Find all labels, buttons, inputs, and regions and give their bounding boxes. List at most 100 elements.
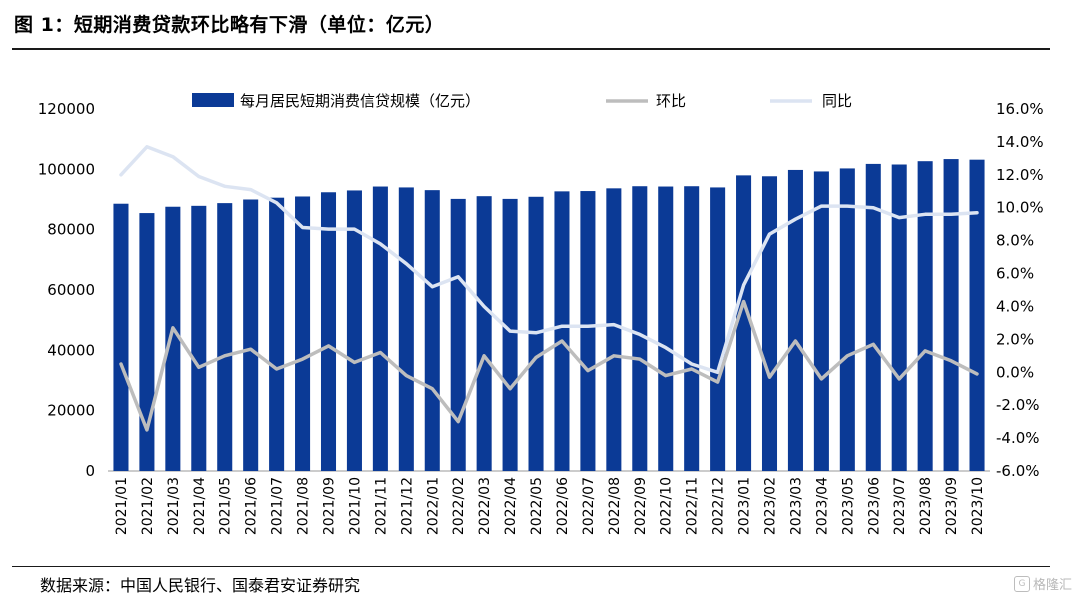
line-yoy: [119, 145, 979, 375]
bar: [269, 197, 285, 471]
y-right-tick-label: 14.0%: [996, 133, 1044, 151]
bar: [787, 169, 803, 472]
bar: [243, 199, 259, 471]
x-tick-label: 2022/07: [581, 477, 597, 535]
x-tick-label: 2022/04: [503, 477, 519, 535]
watermark: G 格隆汇: [1013, 574, 1072, 593]
x-tick-label: 2022/03: [477, 477, 493, 535]
legend: 每月居民短期消费信贷规模（亿元） 环比 同比: [192, 92, 852, 110]
bar: [476, 196, 492, 471]
x-tick-label: 2021/04: [192, 477, 208, 535]
x-tick-label: 2023/05: [840, 477, 856, 535]
chart-canvas: 0 20000 40000 60000 80000 100000 120000 -6.0% -4…: [38, 92, 1044, 535]
bar: [398, 187, 414, 471]
y-right-tick-label: 4.0%: [996, 297, 1034, 315]
chart-title: 图 1：短期消费贷款环比略有下滑（单位：亿元）: [14, 14, 445, 36]
x-tick-label: 2022/02: [451, 477, 467, 535]
bar: [502, 198, 518, 471]
x-tick-label: 2023/06: [866, 477, 882, 535]
y-left-tick-label: 0: [85, 462, 95, 480]
bar: [839, 168, 855, 471]
bar: [917, 161, 933, 471]
bar: [813, 171, 829, 471]
y-right-tick-label: 16.0%: [996, 100, 1044, 118]
x-tick-label: 2023/01: [737, 477, 753, 535]
bar: [865, 163, 881, 472]
x-tick-label: 2021/02: [140, 477, 156, 535]
x-tick-label: 2021/11: [373, 477, 389, 535]
lines-group: [119, 145, 979, 432]
x-tick-label: 2021/01: [114, 477, 130, 535]
bar: [943, 159, 959, 471]
x-tick-label: 2023/07: [892, 477, 908, 535]
bar: [295, 196, 311, 471]
y-left-tick-label: 100000: [38, 160, 95, 178]
x-tick-label: 2023/09: [944, 477, 960, 535]
bar: [632, 186, 648, 471]
bar: [424, 190, 440, 472]
x-tick-label: 2022/10: [659, 477, 675, 535]
x-tick-label: 2022/06: [555, 477, 571, 535]
bar: [217, 203, 233, 471]
bars-group: [113, 159, 985, 472]
x-tick-label: 2021/09: [322, 477, 338, 535]
bar: [580, 191, 596, 471]
labels-group: 0 20000 40000 60000 80000 100000 120000 -6.0% -4…: [38, 100, 1044, 535]
y-right-tick-label: -2.0%: [996, 396, 1040, 414]
x-tick-label: 2022/01: [425, 477, 441, 535]
y-right-tick-label: 6.0%: [996, 265, 1034, 283]
x-tick-label: 2023/03: [788, 477, 804, 535]
y-left-tick-label: 80000: [47, 221, 95, 239]
y-left-tick-label: 40000: [47, 341, 95, 359]
y-right-tick-label: 8.0%: [996, 232, 1034, 250]
bar: [684, 186, 700, 471]
y-right-tick-label: 0.0%: [996, 363, 1034, 381]
x-tick-label: 2023/10: [970, 477, 986, 535]
y-right-tick-label: -4.0%: [996, 429, 1040, 447]
source-note: 数据来源：中国人民银行、国泰君安证券研究: [40, 576, 361, 595]
watermark-logo-icon: G: [1013, 575, 1030, 592]
x-tick-label: 2022/08: [607, 477, 623, 535]
x-tick-label: 2021/12: [399, 477, 415, 535]
x-tick-label: 2021/10: [347, 477, 363, 535]
bar: [450, 198, 466, 471]
x-tick-label: 2021/08: [296, 477, 312, 535]
y-right-tick-label: -6.0%: [996, 462, 1040, 480]
y-right-tick-label: 10.0%: [996, 199, 1044, 217]
y-right-tick-label: 12.0%: [996, 166, 1044, 184]
bar: [320, 192, 337, 471]
bar: [969, 159, 985, 471]
bar: [658, 186, 674, 472]
x-tick-label: 2022/11: [685, 477, 701, 535]
watermark-text: 格隆汇: [1032, 578, 1072, 593]
legend-label-yoy: 同比: [822, 92, 852, 110]
bar: [710, 187, 726, 471]
bar: [761, 176, 778, 471]
bar: [891, 164, 907, 472]
x-tick-label: 2021/05: [218, 477, 234, 535]
y-left-tick-label: 120000: [38, 100, 95, 118]
bar: [606, 188, 622, 472]
legend-label-bar: 每月居民短期消费信贷规模（亿元）: [240, 92, 480, 110]
x-tick-label: 2023/02: [763, 477, 779, 535]
bar: [191, 205, 207, 471]
bar: [372, 186, 388, 472]
legend-label-mom: 环比: [656, 92, 686, 110]
bar: [736, 175, 752, 471]
legend-swatch-bar: [192, 93, 234, 107]
bar: [165, 206, 181, 472]
x-tick-label: 2021/03: [166, 477, 182, 535]
x-tick-label: 2023/04: [814, 477, 830, 535]
bar: [346, 190, 362, 471]
x-tick-label: 2022/09: [633, 477, 649, 535]
y-right-tick-label: 2.0%: [996, 330, 1034, 348]
bar: [554, 191, 570, 472]
x-tick-label: 2022/05: [529, 477, 545, 535]
bar: [113, 203, 129, 471]
x-tick-label: 2022/12: [711, 477, 727, 535]
x-tick-label: 2021/07: [270, 477, 286, 535]
bottom-rule: [12, 566, 1050, 567]
x-tick-label: 2021/06: [244, 477, 260, 535]
bar: [139, 213, 155, 471]
top-rule: [12, 48, 1050, 50]
